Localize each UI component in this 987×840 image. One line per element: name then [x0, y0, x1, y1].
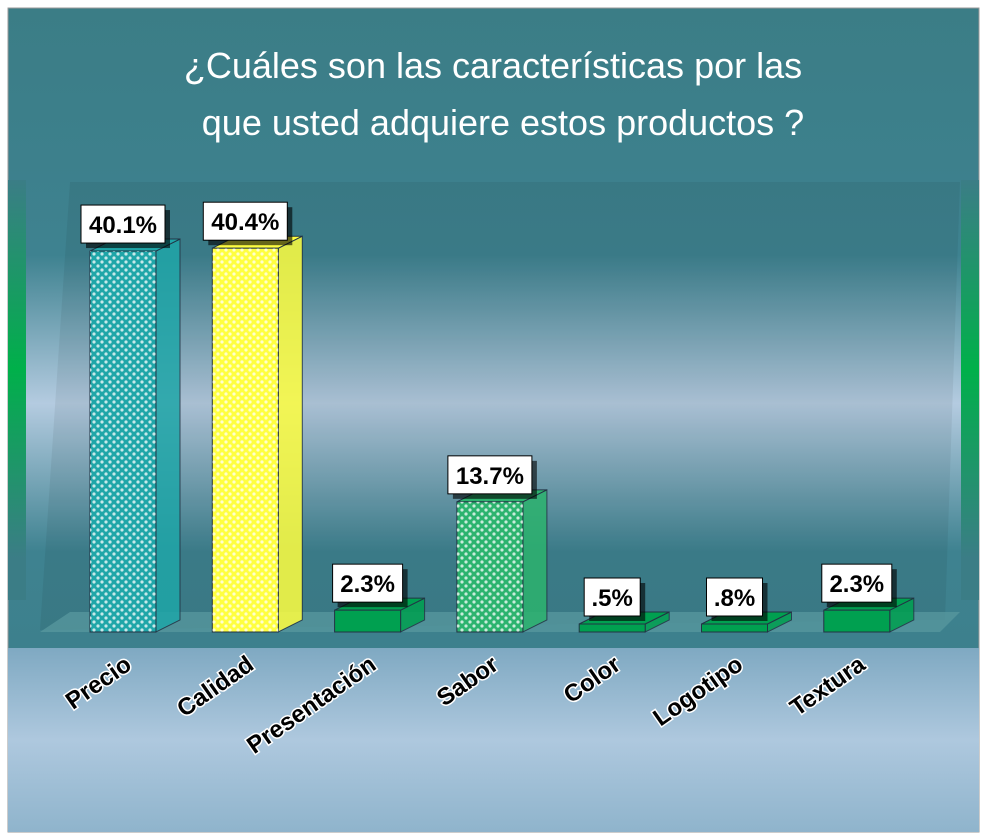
bar-side	[155, 238, 181, 633]
edge	[961, 180, 979, 600]
label-box	[202, 201, 288, 241]
bar	[701, 623, 768, 633]
bar	[823, 609, 891, 633]
value-label: 40.1%	[89, 212, 157, 239]
value-label: .5%	[592, 585, 633, 612]
bar	[578, 623, 646, 633]
bar-texture	[212, 248, 279, 632]
label-box	[821, 563, 893, 603]
bar-texture	[456, 501, 523, 632]
label-box	[706, 577, 763, 617]
axis-band	[8, 648, 979, 832]
value-label: .8%	[714, 585, 755, 612]
bar-texture	[90, 251, 156, 633]
chart-title: ¿Cuáles son las características por las	[184, 45, 802, 86]
value-label: 40.4%	[211, 209, 279, 236]
label-box	[447, 455, 533, 495]
chart-title: que usted adquiere estos productos ?	[202, 102, 804, 143]
label-box	[80, 204, 166, 244]
edge	[8, 180, 26, 600]
bar	[334, 609, 402, 633]
bar-side	[277, 235, 303, 633]
value-label: 13.7%	[456, 463, 524, 490]
value-label: 2.3%	[340, 571, 395, 598]
label-box	[583, 577, 641, 617]
bar-side	[522, 489, 548, 633]
value-label: 2.3%	[829, 571, 884, 598]
label-box	[332, 563, 404, 603]
